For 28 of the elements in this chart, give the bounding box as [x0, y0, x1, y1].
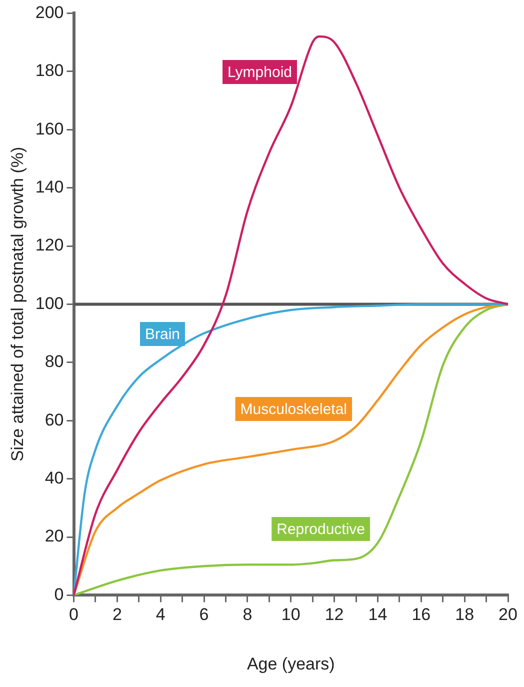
y-tick-label: 200 — [35, 2, 64, 22]
x-tick-label: 2 — [112, 605, 122, 624]
series-label: Reproductive — [276, 521, 366, 538]
y-tick-label: 180 — [35, 61, 64, 80]
series-label: Musculoskeletal — [240, 401, 347, 418]
x-tick-label: 20 — [498, 605, 518, 624]
y-axis-title: Size attained of total postnatal growth (%) — [8, 146, 27, 462]
series-label: Brain — [144, 326, 180, 344]
y-tick-label: 60 — [44, 410, 64, 430]
y-tick-label: 120 — [35, 236, 64, 255]
y-tick-label: 20 — [44, 526, 64, 546]
y-tick-label: 140 — [35, 177, 64, 196]
y-tick-label: 160 — [35, 119, 64, 138]
x-tick-label: 14 — [368, 605, 388, 624]
y-tick-label: 40 — [44, 468, 64, 488]
x-tick-label: 0 — [69, 605, 78, 624]
x-tick-label: 16 — [412, 605, 431, 624]
series-label: Lymphoid — [228, 64, 292, 82]
x-tick-label: 12 — [324, 605, 344, 624]
x-tick-label: 18 — [455, 605, 474, 624]
y-tick-label: 100 — [35, 294, 64, 313]
x-tick-label: 4 — [156, 605, 166, 624]
x-axis-title: Age (years) — [246, 654, 335, 674]
x-tick-label: 8 — [242, 605, 252, 624]
x-tick-label: 10 — [281, 605, 300, 624]
x-tick-label: 6 — [199, 605, 209, 624]
y-tick-label: 0 — [54, 584, 64, 604]
y-tick-label: 80 — [44, 352, 64, 372]
